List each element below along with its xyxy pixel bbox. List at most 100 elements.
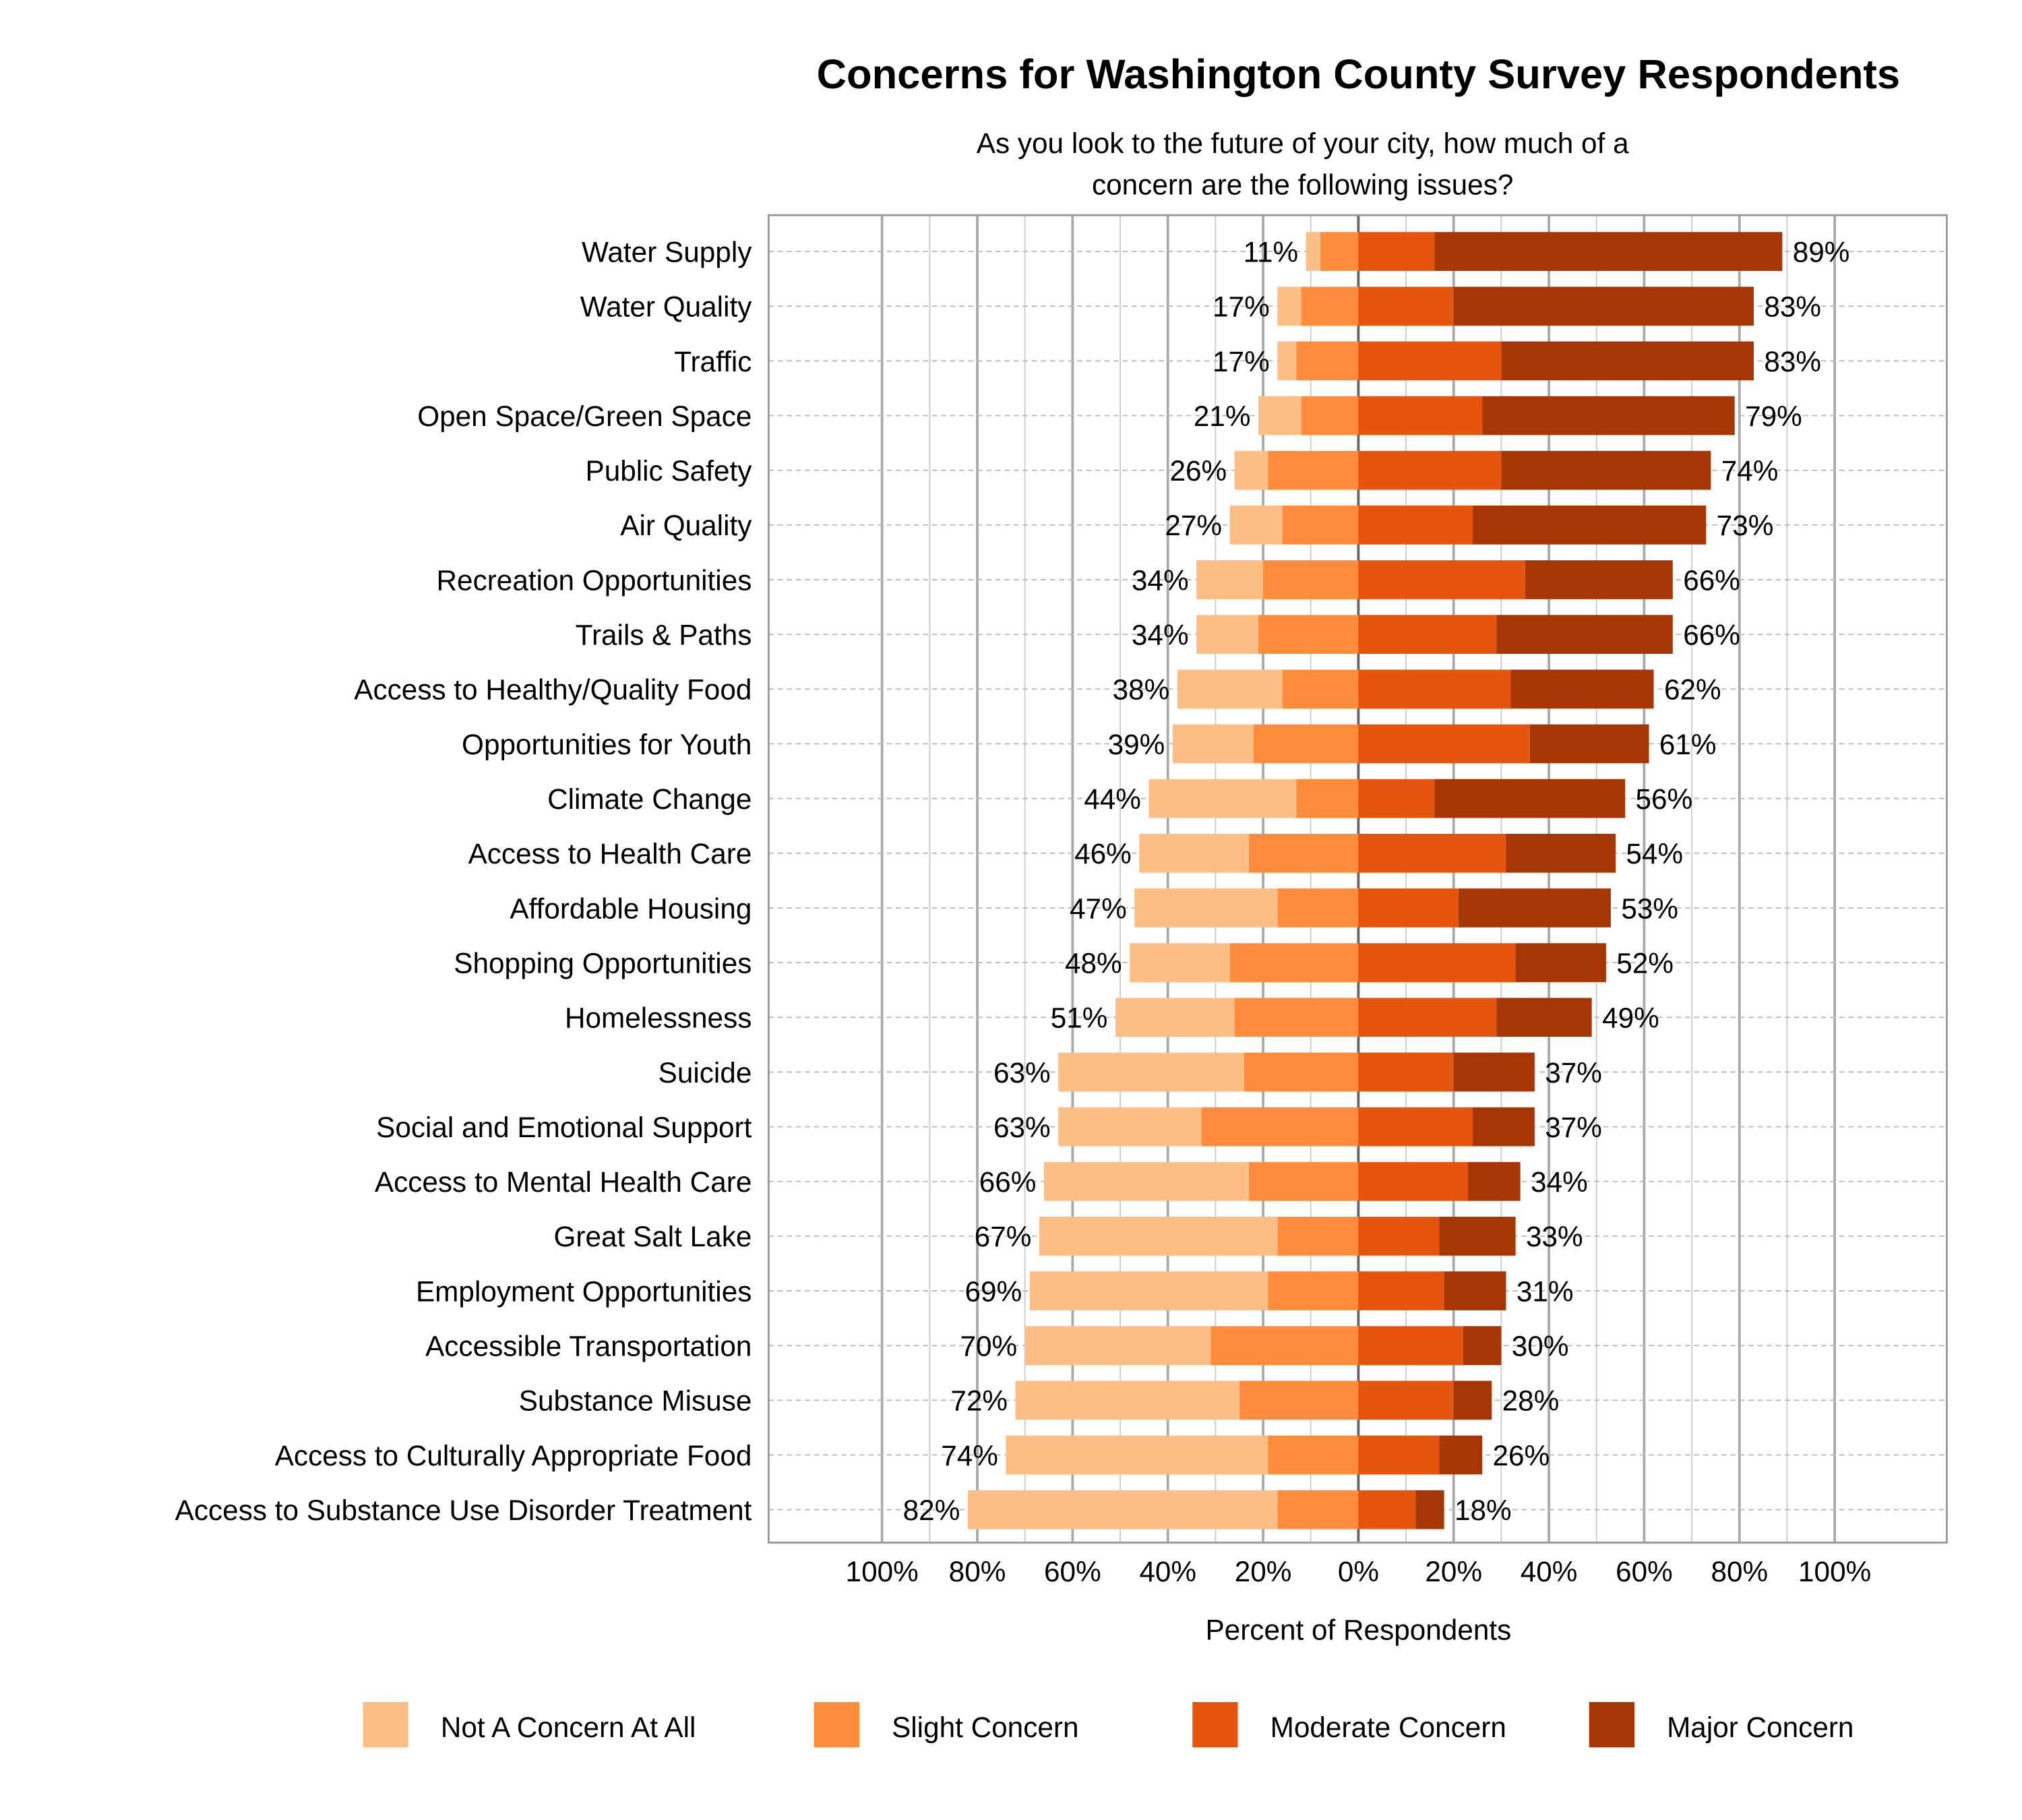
right-total-label: 31% [1516,1275,1574,1307]
bar-not-a-concern [1196,560,1264,599]
bar-row [1229,506,1707,545]
bar-major-concern [1515,943,1606,982]
bar-row [1234,450,1711,490]
right-total-label: 61% [1659,729,1717,760]
bar-row [1196,560,1673,599]
bar-moderate-concern [1358,396,1483,435]
bar-not-a-concern [1196,615,1258,654]
x-tick-label: 60% [1044,1556,1101,1587]
bar-major-concern [1439,1217,1516,1256]
x-tick-label: 20% [1425,1556,1482,1587]
bar-moderate-concern [1358,1381,1454,1420]
right-total-label: 83% [1764,346,1821,377]
right-total-label: 37% [1545,1057,1602,1089]
right-total-label: 66% [1683,564,1740,596]
bar-moderate-concern [1358,1435,1440,1475]
right-total-label: 34% [1531,1166,1588,1198]
bar-not-a-concern [1039,1217,1278,1256]
bar-slight-concern [1248,833,1359,873]
bar-not-a-concern [967,1490,1278,1529]
legend: Not A Concern At All Slight Concern Modera… [363,1702,1854,1748]
left-total-label: 69% [965,1275,1022,1307]
category-label: Water Quality [580,291,752,323]
bar-not-a-concern [1172,724,1254,764]
bar-row [1148,779,1626,818]
bar-slight-concern [1211,1326,1359,1365]
bar-slight-concern [1320,232,1359,271]
x-tick-label: 20% [1235,1556,1292,1587]
category-label: Air Quality [620,510,752,541]
bar-slight-concern [1253,724,1359,764]
left-total-label: 51% [1051,1002,1108,1034]
left-total-label: 44% [1084,783,1141,815]
legend-item: Major Concern [1589,1702,1854,1748]
category-label: Homelessness [565,1002,752,1034]
x-tick-label: 40% [1521,1556,1578,1587]
bar-slight-concern [1282,669,1359,709]
category-label: Open Space/Green Space [417,400,752,432]
bar-slight-concern [1296,341,1359,381]
left-total-label: 66% [979,1166,1037,1198]
bar-major-concern [1482,396,1735,435]
bar-not-a-concern [1043,1161,1249,1201]
bar-row [1024,1326,1502,1365]
bar-major-concern [1473,1107,1535,1147]
left-total-label: 34% [1132,564,1189,596]
bar-major-concern [1510,669,1654,709]
bar-major-concern [1525,560,1673,599]
right-total-label: 18% [1454,1494,1512,1526]
right-total-label: 53% [1621,892,1678,924]
bar-moderate-concern [1358,779,1435,818]
bar-moderate-concern [1358,506,1473,545]
bar-row [1043,1161,1521,1201]
category-label: Trails & Paths [576,619,752,651]
bar-major-concern [1467,1161,1521,1201]
bar-not-a-concern [1139,833,1249,873]
bar-row [1058,1107,1535,1147]
bar-slight-concern [1229,943,1359,982]
bar-row [1258,396,1735,435]
bar-row [1196,615,1673,654]
bar-moderate-concern [1358,1326,1463,1365]
bar-row [1115,998,1592,1037]
category-label: Climate Change [547,783,752,815]
bar-row [1029,1271,1506,1310]
bar-not-a-concern [1258,396,1301,435]
bar-major-concern [1463,1326,1502,1365]
bar-major-concern [1415,1490,1444,1529]
bar-row [1139,833,1616,873]
bar-not-a-concern [1058,1052,1244,1092]
x-tick-label: 100% [846,1556,919,1587]
bar-not-a-concern [1015,1381,1239,1420]
bar-row [1277,286,1754,326]
bar-moderate-concern [1358,998,1497,1037]
bar-moderate-concern [1358,450,1502,490]
bar-slight-concern [1248,1161,1359,1201]
bar-moderate-concern [1358,888,1459,928]
bar-slight-concern [1277,1217,1359,1256]
bar-not-a-concern [1277,286,1301,326]
legend-label: Not A Concern At All [441,1711,696,1743]
category-label: Access to Health Care [468,838,752,870]
right-total-label: 83% [1764,291,1821,323]
category-label: Public Safety [586,455,753,487]
bar-moderate-concern [1358,1107,1473,1147]
left-total-label: 17% [1213,291,1270,323]
left-total-label: 82% [903,1494,960,1526]
right-total-label: 74% [1721,455,1779,487]
bar-slight-concern [1258,615,1359,654]
right-total-label: 66% [1683,619,1740,651]
bar-slight-concern [1277,888,1359,928]
category-label: Traffic [674,346,752,377]
bar-not-a-concern [1024,1326,1211,1365]
bar-row [1006,1435,1483,1475]
bar-slight-concern [1301,396,1359,435]
left-total-label: 34% [1132,619,1189,651]
right-total-label: 26% [1493,1440,1550,1472]
bar-not-a-concern [1229,506,1283,545]
left-total-label: 63% [993,1112,1051,1143]
bar-moderate-concern [1358,724,1530,764]
left-total-label: 39% [1108,729,1165,760]
bar-major-concern [1496,998,1592,1037]
bar-row [1015,1381,1492,1420]
